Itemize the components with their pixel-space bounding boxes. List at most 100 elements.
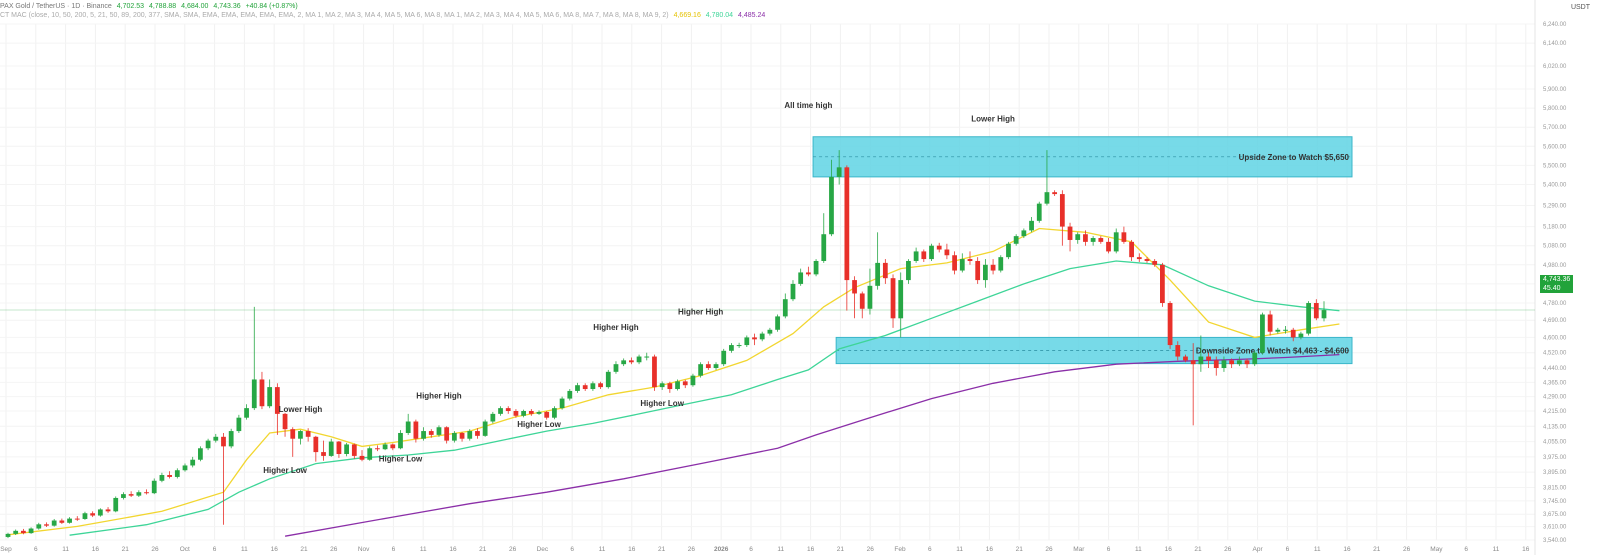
candle-body — [775, 316, 780, 330]
x-tick-label: 21 — [658, 546, 666, 553]
candle-body — [1075, 234, 1081, 240]
x-tick-label: 11 — [241, 546, 248, 553]
x-tick-label: 16 — [271, 546, 279, 553]
y-tick-label: 4,135.00 — [1543, 424, 1567, 430]
candle-body — [821, 234, 827, 261]
candle-body — [898, 280, 904, 319]
candle-body — [436, 427, 442, 435]
candle-body — [1021, 230, 1027, 237]
y-tick-label: 4,440.00 — [1543, 366, 1567, 372]
y-tick-label: 4,290.00 — [1543, 395, 1567, 401]
candle-body — [1067, 226, 1073, 240]
x-tick-label: 11 — [1493, 546, 1500, 553]
candle-body — [5, 533, 11, 537]
candle-body — [305, 431, 311, 437]
x-tick-label: 26 — [509, 546, 517, 553]
y-tick-label: 6,020.00 — [1543, 64, 1567, 70]
x-tick-label: 16 — [807, 546, 815, 553]
candle-body — [667, 383, 673, 390]
candle-body — [521, 411, 527, 416]
candle-body — [982, 264, 988, 281]
candle-body — [259, 379, 265, 407]
ma-value-green: 4,780.04 — [705, 12, 734, 19]
y-tick-label: 6,240.00 — [1543, 22, 1567, 28]
candle-body — [290, 429, 296, 439]
candle-body — [1236, 360, 1242, 365]
ma-line-purple — [284, 353, 1340, 537]
y-tick-label: 4,780.00 — [1543, 301, 1567, 307]
y-tick-label: 4,600.00 — [1543, 335, 1567, 341]
candle-body — [105, 509, 111, 512]
x-tick-label: 26 — [1403, 546, 1411, 553]
candle-body — [767, 329, 773, 334]
change-value: +40.84 (+0.87%) — [245, 3, 298, 10]
candle-body — [721, 350, 727, 365]
candle-body — [598, 383, 603, 388]
y-tick-label: 5,900.00 — [1543, 87, 1567, 93]
candle-body — [998, 257, 1004, 271]
candle-body — [628, 360, 634, 363]
candle-body — [1144, 259, 1150, 261]
candle-body — [1059, 194, 1065, 227]
candle-body — [13, 530, 19, 534]
candle-body — [467, 431, 473, 439]
x-tick-label: 11 — [599, 546, 606, 553]
candle-body — [1260, 314, 1265, 353]
candle-body — [1098, 238, 1104, 242]
candle-body — [1006, 243, 1011, 258]
x-tick-label: 21 — [122, 546, 130, 553]
zone-box-0 — [812, 136, 1353, 178]
annotation-label: Higher Low — [517, 420, 561, 429]
candle-body — [1152, 260, 1158, 265]
y-tick-label: 6,140.00 — [1543, 41, 1567, 47]
candle-body — [167, 475, 172, 477]
candle-body — [852, 280, 857, 294]
candle-body — [244, 408, 249, 418]
candle-body — [859, 293, 865, 309]
x-tick-label: 26 — [1045, 546, 1053, 553]
candle-body — [51, 520, 57, 526]
candle-body — [929, 245, 934, 260]
candle-body — [1136, 257, 1142, 260]
candle-body — [421, 431, 426, 439]
x-tick-label: 21 — [1016, 546, 1024, 553]
candle-body — [505, 408, 511, 411]
candle-body — [113, 497, 119, 512]
candle-body — [428, 431, 434, 435]
candle-body — [1106, 241, 1111, 252]
candle-body — [97, 509, 103, 516]
candle-body — [1160, 264, 1165, 304]
candle-body — [867, 285, 873, 309]
indicator-label[interactable]: CT MAC (close, 10, 50, 200, 5, 21, 50, 8… — [0, 12, 669, 19]
annotation-label: Higher Low — [379, 455, 423, 464]
candle-body — [1013, 236, 1019, 244]
y-tick-label: 3,895.00 — [1543, 470, 1567, 476]
y-tick-label: 5,400.00 — [1543, 183, 1567, 189]
candle-body — [1198, 356, 1204, 365]
candle-body — [1052, 192, 1058, 195]
close-value: 4,743.36 — [213, 3, 241, 10]
candle-body — [1083, 234, 1088, 242]
y-tick-label: 3,610.00 — [1543, 525, 1567, 531]
zone-label-1: Downside Zone to Watch $4,463 - $4,600 — [1196, 347, 1350, 356]
candle-body — [790, 283, 796, 300]
candle-body — [536, 411, 542, 414]
candle-body — [198, 448, 203, 460]
currency-label[interactable]: USDT — [1570, 4, 1590, 11]
candle-body — [482, 421, 488, 436]
candle-body — [1113, 232, 1119, 252]
x-tick-label: 21 — [300, 546, 308, 553]
y-tick-label: 5,080.00 — [1543, 244, 1567, 250]
y-tick-label: 3,540.00 — [1543, 538, 1567, 544]
candle-body — [882, 262, 888, 279]
x-tick-label: 2026 — [714, 546, 729, 553]
candle-body — [136, 492, 142, 496]
candle-body — [605, 371, 611, 388]
candle-body — [67, 518, 72, 523]
x-tick-label: 26 — [330, 546, 338, 553]
last-price-value: 4,743.36 — [1543, 276, 1571, 283]
candle-body — [990, 264, 996, 271]
candle-body — [621, 360, 627, 365]
candle-body — [213, 436, 219, 441]
